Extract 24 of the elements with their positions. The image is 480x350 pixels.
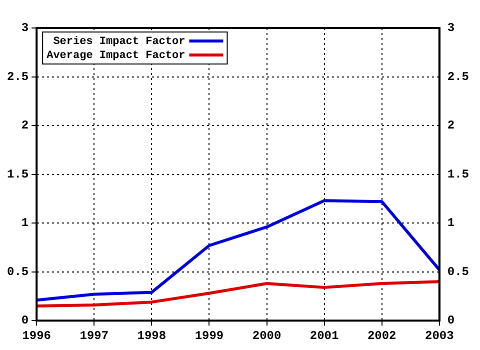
x-tick-label: 1999 [194, 328, 224, 343]
y2-tick-label: 0 [447, 314, 455, 328]
y2-tick-label: 2 [447, 118, 455, 133]
x-tick-label: 1997 [80, 328, 109, 343]
y2-tick-label: 1 [447, 216, 455, 230]
y2-tick-label: 0.5 [447, 264, 470, 279]
x-tick-label: 1998 [137, 328, 166, 343]
y-tick-label: 0.5 [6, 264, 29, 279]
y2-tick-label: 3 [447, 21, 455, 36]
y-tick-label: 0 [21, 314, 29, 328]
y-tick-label: 1.5 [6, 167, 29, 182]
x-tick-label: 2000 [252, 328, 282, 343]
y2-tick-label: 1.5 [447, 167, 470, 182]
x-tick-label: 1996 [22, 328, 52, 343]
x-tick-label: 2001 [310, 328, 339, 343]
legend-label: Average Impact Factor [46, 50, 186, 62]
legend-label: Series Impact Factor [53, 36, 186, 48]
x-tick-label: 2002 [367, 328, 396, 343]
y-tick-label: 2 [21, 118, 29, 133]
x-tick-label: 2003 [424, 328, 454, 343]
y-tick-label: 3 [21, 21, 29, 36]
y-tick-label: 1 [21, 216, 29, 230]
y2-tick-label: 2.5 [447, 70, 470, 84]
y-tick-label: 2.5 [6, 70, 29, 84]
